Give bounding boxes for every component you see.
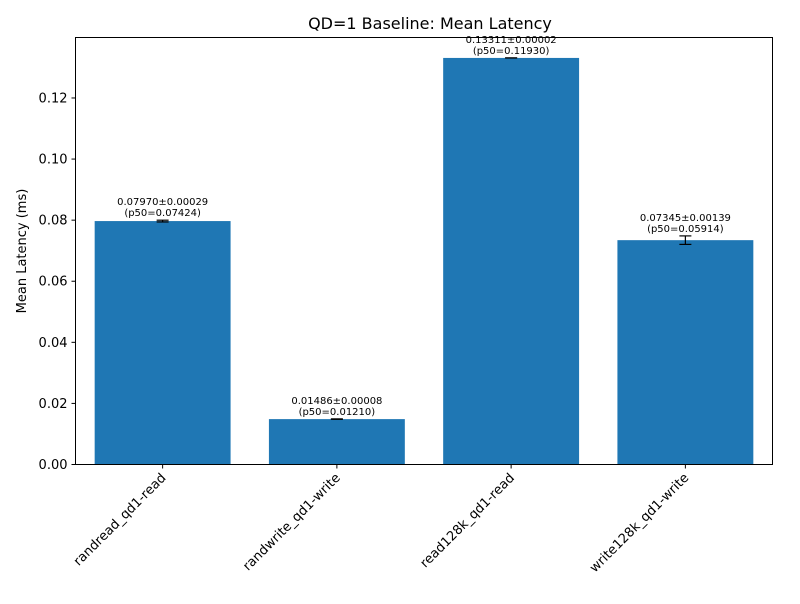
y-axis-title: Mean Latency (ms) [15,189,30,314]
y-tick-label: 0.00 [39,458,68,473]
y-tick-label: 0.02 [39,397,68,412]
y-tick-label: 0.10 [39,153,68,168]
y-tick-label: 0.06 [39,275,68,290]
bar [443,58,579,465]
chart-title: QD=1 Baseline: Mean Latency [308,14,552,33]
bar-label-mean: 0.13311±0.00002 [466,35,557,46]
y-tick-label: 0.12 [39,91,68,106]
bar-label-mean: 0.07345±0.00139 [640,213,731,224]
bar-label-p50: (p50=0.01210) [299,407,376,418]
bar-label-p50: (p50=0.05914) [647,224,724,235]
bar-label-p50: (p50=0.11930) [473,46,550,57]
bar-label-p50: (p50=0.07424) [124,208,201,219]
bar [617,240,753,464]
bar [95,221,231,464]
bar [269,419,405,464]
bar-label-mean: 0.01486±0.00008 [291,396,382,407]
y-tick-label: 0.08 [39,214,68,229]
bar-label-mean: 0.07970±0.00029 [117,197,208,208]
y-tick-label: 0.04 [39,336,68,351]
